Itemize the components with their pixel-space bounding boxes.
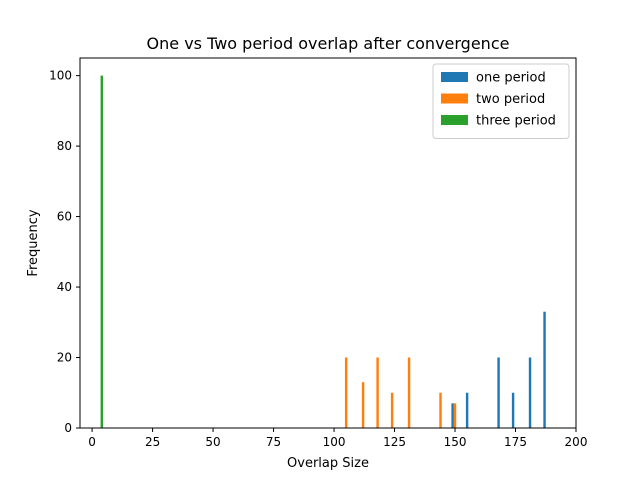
- x-tick-label: 50: [205, 435, 220, 449]
- plot-frame: [79, 57, 577, 429]
- bar-two-period: [439, 392, 442, 428]
- legend: one period two period three period: [432, 63, 570, 139]
- bar-one-period: [511, 392, 515, 428]
- x-tick-label: 75: [266, 435, 281, 449]
- bar-one-period: [451, 403, 454, 428]
- y-tick-label: 80: [57, 139, 72, 153]
- bar-one-period: [465, 392, 469, 428]
- y-tick-label: 0: [64, 421, 72, 435]
- y-tick-label: 100: [49, 69, 72, 83]
- y-axis-ticks: 0 20 40 60 80 100: [49, 69, 80, 435]
- legend-label: two period: [476, 92, 545, 107]
- bar-two-period: [453, 403, 457, 428]
- legend-label: three period: [476, 114, 556, 129]
- y-tick-label: 20: [57, 351, 72, 365]
- legend-swatch: [441, 115, 468, 125]
- x-tick-label: 150: [444, 435, 467, 449]
- x-axis-ticks: 0 25 50 75 100 125 150 175 200: [88, 428, 587, 449]
- legend-swatch: [441, 72, 468, 82]
- legend-label: one period: [476, 71, 546, 86]
- y-axis-label: Frequency: [26, 209, 41, 276]
- legend-swatch: [441, 93, 468, 104]
- x-tick-label: 125: [383, 435, 406, 449]
- chart-title: One vs Two period overlap after converge…: [147, 34, 510, 53]
- bar-one-period: [528, 357, 532, 428]
- x-tick-label: 0: [88, 435, 96, 449]
- x-tick-label: 25: [145, 435, 160, 449]
- x-tick-label: 175: [504, 435, 527, 449]
- bar-three-period: [100, 75, 103, 429]
- x-tick-label: 100: [323, 435, 346, 449]
- bar-one-period: [543, 311, 546, 428]
- bar-two-period: [361, 382, 365, 428]
- x-axis-label: Overlap Size: [287, 456, 369, 471]
- bar-two-period: [390, 392, 394, 428]
- bar-two-period: [376, 357, 379, 428]
- bar-one-period: [497, 357, 500, 428]
- bars-layer: [100, 75, 546, 429]
- x-tick-label: 200: [565, 435, 588, 449]
- bar-two-period: [407, 357, 411, 428]
- y-tick-label: 60: [57, 210, 72, 224]
- y-tick-label: 40: [57, 280, 72, 294]
- bar-two-period: [344, 357, 348, 428]
